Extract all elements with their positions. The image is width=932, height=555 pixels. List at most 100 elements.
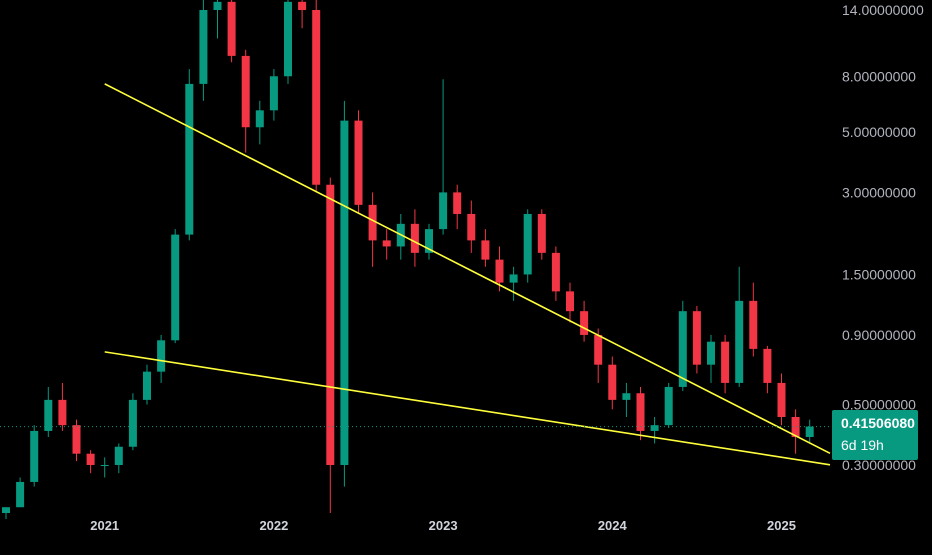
candle xyxy=(269,69,278,121)
candle xyxy=(749,282,758,357)
candle-body xyxy=(30,430,39,482)
candle-body xyxy=(537,213,546,253)
candle-body xyxy=(580,311,589,335)
trendline-upper[interactable] xyxy=(104,83,831,455)
candle xyxy=(566,282,574,323)
candle-body xyxy=(467,213,476,241)
candle-body xyxy=(594,334,603,365)
candle xyxy=(213,0,222,39)
trendline-lower[interactable] xyxy=(104,351,831,466)
candle xyxy=(86,450,95,474)
candle-body xyxy=(72,425,81,454)
candle xyxy=(100,457,109,478)
candle-body xyxy=(128,399,137,447)
last-price-label: 0.41506080 xyxy=(841,415,915,431)
price-tick-label: 1.50000000 xyxy=(842,266,916,282)
candle-body xyxy=(650,425,659,431)
candle xyxy=(636,386,645,441)
candle xyxy=(805,419,814,444)
candle xyxy=(678,300,687,392)
candle xyxy=(425,223,433,260)
candle xyxy=(227,0,236,63)
last-price-badge: 0.41506080 6d 19h xyxy=(832,410,918,460)
candle-body xyxy=(100,465,109,466)
price-tick-label: 0.30000000 xyxy=(842,457,916,473)
candle xyxy=(44,386,53,438)
candle xyxy=(410,209,419,267)
candle-body xyxy=(213,1,222,11)
candle-body xyxy=(566,291,574,312)
candle xyxy=(340,100,349,487)
candle xyxy=(382,229,391,260)
candle-body xyxy=(805,426,814,438)
candle xyxy=(255,100,264,145)
candle xyxy=(707,334,715,383)
candle xyxy=(537,209,546,260)
candle-body xyxy=(439,192,448,230)
trendlines-layer xyxy=(104,83,831,466)
candle xyxy=(157,334,166,383)
time-tick-label: 2023 xyxy=(429,518,458,533)
candle xyxy=(16,477,25,508)
candle xyxy=(777,373,786,426)
candle-body xyxy=(241,55,250,128)
candle-body xyxy=(453,192,462,214)
candle-body xyxy=(425,229,433,253)
time-tick-label: 2024 xyxy=(598,518,628,533)
candle xyxy=(171,229,180,344)
candle-body xyxy=(749,300,758,349)
candle xyxy=(312,0,321,193)
candle-body xyxy=(298,1,307,11)
candle xyxy=(594,328,603,383)
candle xyxy=(2,507,10,520)
candle xyxy=(495,246,504,292)
candle-body xyxy=(692,311,701,365)
candle-body xyxy=(481,240,490,260)
candle-body xyxy=(354,120,363,205)
candle-body xyxy=(326,184,335,466)
price-tick-label: 0.90000000 xyxy=(842,327,916,343)
candle-body xyxy=(255,110,264,128)
candle-body xyxy=(2,507,10,514)
candle xyxy=(326,177,335,514)
candle-body xyxy=(86,453,95,465)
candle xyxy=(368,192,377,267)
candle xyxy=(622,382,631,417)
candle xyxy=(509,266,518,301)
candle xyxy=(241,49,250,153)
candle-body xyxy=(368,204,377,241)
price-axis[interactable]: 14.00000000 8.00000000 5.00000000 3.0000000… xyxy=(842,2,924,473)
candle xyxy=(481,229,490,267)
candle xyxy=(114,443,123,474)
candle xyxy=(185,69,194,241)
candle-body xyxy=(58,399,67,426)
candle xyxy=(735,266,744,387)
candles-layer xyxy=(2,0,814,520)
time-tick-label: 2021 xyxy=(90,518,119,533)
candle xyxy=(763,345,772,394)
candle xyxy=(467,200,476,253)
candle xyxy=(72,419,81,462)
candle xyxy=(128,393,137,451)
candle-body xyxy=(551,252,560,292)
candle-body xyxy=(382,240,391,247)
candle-body xyxy=(777,382,786,417)
candle-body xyxy=(763,348,772,383)
candle-body xyxy=(227,1,236,56)
price-tick-label: 5.00000000 xyxy=(842,124,916,140)
candle-body xyxy=(707,341,715,365)
candle-body xyxy=(16,481,25,508)
candle xyxy=(284,0,292,84)
time-axis[interactable]: 2021 2022 2023 2024 2025 xyxy=(90,518,796,533)
candle-body xyxy=(622,393,631,400)
time-tick-label: 2025 xyxy=(767,518,796,533)
candle xyxy=(439,79,448,235)
price-tick-label: 0.50000000 xyxy=(842,397,916,413)
candle-body xyxy=(44,399,53,431)
candle-body xyxy=(410,223,419,253)
candle xyxy=(650,416,659,444)
candle-body xyxy=(340,120,349,465)
price-tick-label: 14.00000000 xyxy=(842,2,924,18)
